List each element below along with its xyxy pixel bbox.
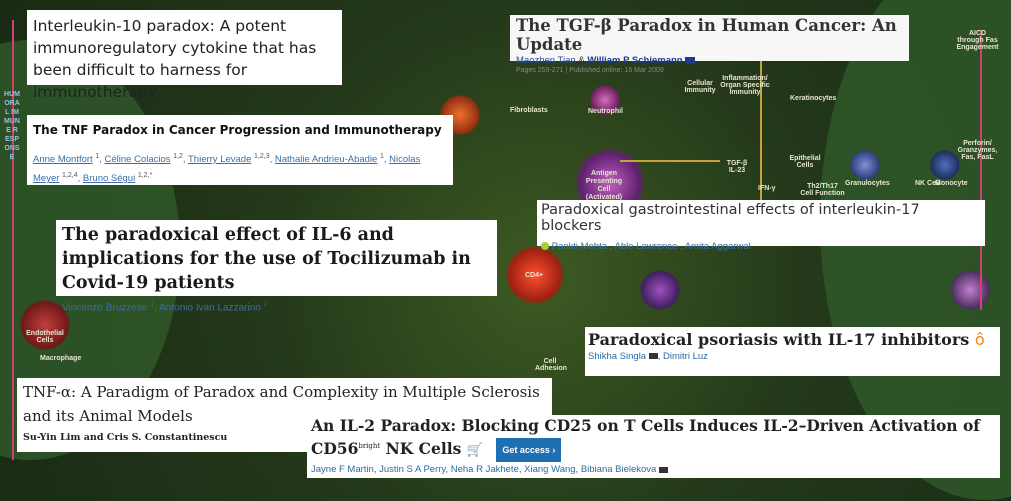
paper-card-psoriasis[interactable]: Paradoxical psoriasis with IL-17 inhibit… bbox=[585, 327, 1000, 376]
diagram-label: HUMORAL IMMUNE RESPONSE bbox=[4, 91, 20, 161]
paper-title[interactable]: The paradoxical effect of IL-6 and impli… bbox=[62, 225, 471, 293]
cell bbox=[930, 150, 960, 180]
open-access-lock-icon: ô bbox=[974, 330, 985, 349]
cd4-cell bbox=[505, 245, 565, 305]
cell bbox=[950, 270, 990, 310]
author-link[interactable]: Anne Montfort bbox=[33, 154, 93, 166]
author-links[interactable]: Pankti Mehta , Able Lawrence , Amita Agg… bbox=[551, 241, 751, 252]
paper-card-gi[interactable]: Paradoxical gastrointestinal effects of … bbox=[537, 200, 985, 252]
cell bbox=[640, 270, 680, 310]
diagram-label: Neutrophil bbox=[588, 108, 623, 115]
author-link[interactable]: William P Schiemann bbox=[587, 55, 683, 66]
paper-card-tnf[interactable]: The TNF Paradox in Cancer Progression an… bbox=[27, 115, 453, 185]
cart-icon[interactable]: 🛒 bbox=[466, 443, 483, 459]
diagram-label: Inflammation/ Organ Specific Immunity bbox=[720, 75, 770, 96]
paper-title[interactable]: Paradoxical gastrointestinal effects of … bbox=[541, 202, 920, 234]
affiliation: 1 bbox=[95, 153, 100, 160]
affiliation: 1 bbox=[150, 301, 155, 308]
diagram-label: CD4+ bbox=[525, 272, 544, 279]
diagram-label: Fibroblasts bbox=[510, 107, 548, 114]
author-list: Jayne F Martin, Justin S A Perry, Neha R… bbox=[311, 464, 996, 475]
affiliation: 1,2 bbox=[173, 153, 183, 160]
diagram-label: Cellular Immunity bbox=[684, 80, 716, 94]
envelope-icon[interactable] bbox=[648, 353, 658, 360]
paper-card-tgf[interactable]: The TGF-β Paradox in Human Cancer: An Up… bbox=[510, 15, 909, 74]
diagram-label: Th2/Th17 Cell Function bbox=[800, 183, 845, 197]
author-link[interactable]: Nathalie Andrieu-Abadie bbox=[274, 154, 378, 166]
cell bbox=[850, 150, 880, 180]
envelope-icon[interactable] bbox=[658, 466, 668, 473]
paper-title[interactable]: The TNF Paradox in Cancer Progression an… bbox=[33, 123, 442, 137]
author-link[interactable]: Shikha Singla bbox=[588, 351, 647, 362]
paper-title-text[interactable]: NK Cells bbox=[380, 439, 462, 459]
diagram-label: AICD through Fas Engagement bbox=[956, 30, 999, 51]
diagram-label: Granulocytes bbox=[845, 180, 890, 187]
envelope-icon[interactable] bbox=[685, 56, 696, 64]
author-link[interactable]: Nicolas Meyer bbox=[33, 154, 421, 185]
author-link[interactable]: Céline Colacios bbox=[104, 154, 171, 166]
diagram-label: NK Cell bbox=[915, 180, 940, 187]
author-link[interactable]: Bruno Ségui bbox=[82, 173, 136, 185]
author-list[interactable]: Su-Yin Lim and Cris S. Constantinescu bbox=[23, 432, 228, 443]
paper-title-text[interactable]: Paradoxical psoriasis with IL-17 inhibit… bbox=[588, 330, 970, 349]
paper-card-il2[interactable]: An IL-2 Paradox: Blocking CD25 on T Cell… bbox=[307, 415, 1000, 478]
diagram-label: Keratinocytes bbox=[790, 95, 837, 102]
author-list: Shikha Singla , Dimitri Luz bbox=[588, 351, 997, 362]
orcid-icon[interactable] bbox=[541, 242, 549, 251]
paper-title[interactable]: Paradoxical psoriasis with IL-17 inhibit… bbox=[588, 330, 997, 349]
diagram-label: Endothelial Cells bbox=[26, 330, 64, 344]
paper-title[interactable]: An IL-2 Paradox: Blocking CD25 on T Cell… bbox=[311, 416, 996, 463]
affiliation: 1,2,* bbox=[137, 172, 153, 180]
neutrophil-cell bbox=[590, 85, 620, 115]
get-access-button[interactable]: Get access › bbox=[496, 438, 562, 463]
paper-title[interactable]: TNF-α: A Paradigm of Paradox and Complex… bbox=[23, 383, 540, 425]
author-links[interactable]: Jayne F Martin, Justin S A Perry, Neha R… bbox=[311, 464, 657, 476]
author-list: Anne Montfort 1, Céline Colacios 1,2, Th… bbox=[33, 153, 421, 185]
diagram-label: Monocyte bbox=[935, 180, 968, 187]
paper-title-text[interactable]: An IL-2 Paradox: Blocking CD25 on T Cell… bbox=[311, 416, 980, 459]
paper-card-il6[interactable]: The paradoxical effect of IL-6 and impli… bbox=[56, 220, 497, 313]
diagram-label: Antigen Presenting Cell (Activated) bbox=[585, 170, 623, 201]
author-link[interactable]: , Dimitri Luz bbox=[657, 351, 708, 362]
author-link[interactable]: Vincenzo Bruzzese bbox=[62, 302, 148, 314]
diagram-label: TGF-β IL-23 bbox=[726, 160, 748, 174]
paper-card-il10[interactable]: Interleukin-10 paradox: A potent immunor… bbox=[27, 10, 342, 101]
author-list: Vincenzo Bruzzese 1, Antonio Ivan Lazzar… bbox=[62, 301, 268, 314]
paper-title[interactable]: The TGF-β Paradox in Human Cancer: An Up… bbox=[516, 16, 897, 54]
diagram-label: Perforin/ Granzymes, Fas, FasL bbox=[957, 140, 998, 161]
author-link[interactable]: Maozhen Tian bbox=[516, 55, 576, 66]
author-link[interactable]: Antonio Ivan Lazzarino bbox=[159, 302, 261, 314]
author-list: Pankti Mehta , Able Lawrence , Amita Agg… bbox=[541, 241, 981, 252]
affiliation: 1 bbox=[379, 153, 384, 160]
diagram-label: IFN-γ bbox=[758, 185, 776, 192]
cell bbox=[20, 300, 70, 350]
separator: & bbox=[578, 55, 585, 66]
affiliation: 1,2,3 bbox=[254, 153, 270, 160]
author-link[interactable]: Thierry Levade bbox=[188, 154, 252, 166]
publication-meta: Pages 259-271 | Published online: 16 Mar… bbox=[516, 67, 664, 74]
diagram-label: Cell Adhesion bbox=[535, 358, 567, 372]
affiliation: 1,2,4 bbox=[62, 172, 78, 180]
affiliation: 2 bbox=[263, 301, 268, 308]
paper-title[interactable]: Interleukin-10 paradox: A potent immunor… bbox=[33, 17, 317, 101]
diagram-label: Macrophage bbox=[40, 355, 82, 362]
diagram-label: Epithelial Cells bbox=[789, 155, 821, 169]
title-superscript: bright bbox=[358, 442, 381, 450]
author-list: Maozhen Tian & William P Schiemann bbox=[516, 55, 903, 66]
